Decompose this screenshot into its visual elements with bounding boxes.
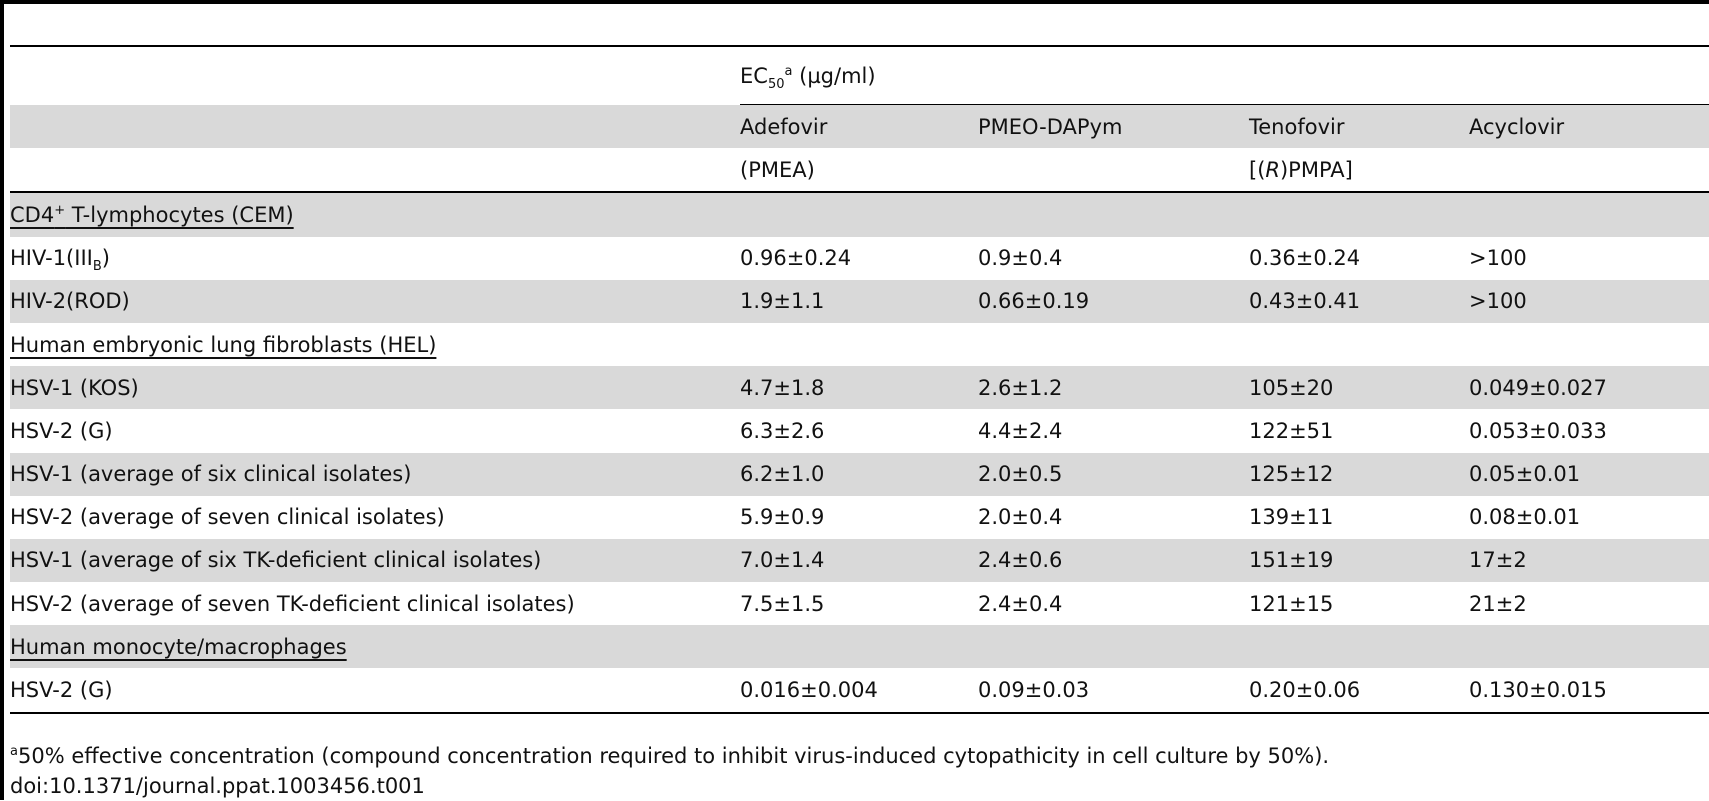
value-tenofovir: 139±11 [1249, 505, 1334, 530]
value-adefovir: 6.2±1.0 [740, 462, 825, 487]
value-tenofovir: 0.20±0.06 [1249, 668, 1469, 714]
table-row: HSV-2 (G) 6.3±2.6 4.4±2.4 122±51 0.053±0… [10, 409, 1709, 452]
header-empty-cell [10, 105, 740, 149]
drug-name-acyclovir: Acyclovir [1469, 104, 1709, 149]
header-row-abbreviations: (PMEA) [(R)PMPA] [10, 148, 1709, 194]
value-acyclovir: 0.053±0.033 [1469, 418, 1607, 443]
value-pmeo-dapym: 2.4±0.4 [978, 591, 1063, 616]
value-pmeo-dapym: 0.66±0.19 [978, 289, 1090, 314]
value-acyclovir: 21±2 [1469, 591, 1527, 616]
table-row: HSV-1 (KOS) 4.7±1.8 2.6±1.2 105±20 0.049… [10, 366, 1709, 410]
value-tenofovir: 122±51 [1249, 418, 1334, 443]
table-row: HSV-2 (average of seven clinical isolate… [10, 496, 1709, 539]
top-rule [0, 0, 1709, 4]
table-header: EC50a (µg/ml) Adefovir PMEO-DAPym Tenofo… [10, 45, 1709, 194]
table-row: HIV-1(IIIB) 0.96±0.24 0.9±0.4 0.36±0.24 … [10, 237, 1709, 280]
value-tenofovir: 0.36±0.24 [1249, 246, 1361, 271]
value-acyclovir: 0.130±0.015 [1469, 668, 1709, 714]
value-adefovir: 5.9±0.9 [740, 505, 825, 530]
table-row: HSV-2 (G) 0.016±0.004 0.09±0.03 0.20±0.0… [10, 668, 1709, 714]
ec50-unit: (µg/ml) [792, 63, 876, 88]
table-footnote: a50% effective concentration (compound c… [10, 741, 1329, 801]
value-pmeo-dapym: 2.0±0.5 [978, 462, 1063, 487]
value-pmeo-dapym: 2.4±0.6 [978, 548, 1063, 573]
table-row: HSV-2 (average of seven TK-deficient cli… [10, 582, 1709, 625]
value-pmeo-dapym: 2.0±0.4 [978, 505, 1063, 530]
value-acyclovir: 0.049±0.027 [1469, 375, 1607, 400]
drug-abbr-pmeo-dapym [978, 148, 1249, 194]
drug-abbr-tenofovir: [(R)PMPA] [1249, 148, 1469, 194]
section-title: CD4+ T-lymphocytes (CEM) [10, 202, 294, 227]
row-label: HSV-2 (G) [10, 668, 740, 714]
value-tenofovir: 121±15 [1249, 591, 1334, 616]
ec50-table: EC50a (µg/ml) Adefovir PMEO-DAPym Tenofo… [10, 45, 1709, 714]
value-tenofovir: 125±12 [1249, 462, 1334, 487]
value-adefovir: 7.0±1.4 [740, 548, 825, 573]
row-label: HIV-1(IIIB) [10, 246, 110, 275]
row-label: HSV-2 (average of seven TK-deficient cli… [10, 591, 575, 616]
ec50-superscript: a [784, 63, 793, 79]
ec50-subscript: 50 [767, 76, 785, 92]
value-adefovir: 1.9±1.1 [740, 289, 825, 314]
value-adefovir: 0.016±0.004 [740, 668, 978, 714]
header-empty-cell [10, 45, 740, 105]
value-pmeo-dapym: 2.6±1.2 [978, 375, 1063, 400]
row-label: HSV-1 (average of six TK-deficient clini… [10, 548, 542, 573]
header-row-drug-names: Adefovir PMEO-DAPym Tenofovir Acyclovir [10, 104, 1709, 149]
value-tenofovir: 105±20 [1249, 375, 1334, 400]
value-tenofovir: 151±19 [1249, 548, 1334, 573]
footnote-text: a50% effective concentration (compound c… [10, 744, 1330, 768]
value-acyclovir: 17±2 [1469, 548, 1527, 573]
value-adefovir: 6.3±2.6 [740, 418, 825, 443]
drug-abbr-adefovir: (PMEA) [740, 148, 978, 194]
ec50-header: EC50a (µg/ml) [740, 45, 1709, 105]
left-rule [0, 0, 4, 800]
ec50-label: EC [740, 63, 768, 88]
doi-text: doi:10.1371/journal.ppat.1003456.t001 [10, 774, 425, 798]
table-row: HSV-1 (average of six clinical isolates)… [10, 452, 1709, 496]
header-empty-cell [10, 148, 740, 194]
drug-name-pmeo-dapym: PMEO-DAPym [978, 104, 1249, 149]
value-adefovir: 0.96±0.24 [740, 246, 852, 271]
row-label: HSV-2 (average of seven clinical isolate… [10, 505, 445, 530]
row-label: HSV-1 (KOS) [10, 375, 139, 400]
value-acyclovir: >100 [1469, 246, 1527, 271]
header-row-ec50: EC50a (µg/ml) [10, 45, 1709, 105]
section-row-macrophages: Human monocyte/macrophages [10, 625, 1709, 669]
value-adefovir: 4.7±1.8 [740, 375, 825, 400]
table-row: HIV-2(ROD) 1.9±1.1 0.66±0.19 0.43±0.41 >… [10, 279, 1709, 323]
row-label: HIV-2(ROD) [10, 289, 130, 314]
drug-abbr-acyclovir [1469, 148, 1709, 194]
value-acyclovir: 0.05±0.01 [1469, 462, 1581, 487]
value-pmeo-dapym: 0.09±0.03 [978, 668, 1249, 714]
table-row: HSV-1 (average of six TK-deficient clini… [10, 538, 1709, 583]
value-pmeo-dapym: 4.4±2.4 [978, 418, 1063, 443]
value-acyclovir: >100 [1469, 289, 1527, 314]
value-pmeo-dapym: 0.9±0.4 [978, 246, 1063, 271]
value-acyclovir: 0.08±0.01 [1469, 505, 1581, 530]
drug-name-adefovir: Adefovir [740, 104, 978, 149]
section-title: Human monocyte/macrophages [10, 634, 347, 659]
value-adefovir: 7.5±1.5 [740, 591, 825, 616]
section-row-hel: Human embryonic lung fibroblasts (HEL) [10, 323, 1709, 366]
row-label: HSV-2 (G) [10, 418, 113, 443]
section-row-cd4: CD4+ T-lymphocytes (CEM) [10, 192, 1709, 237]
table-body: CD4+ T-lymphocytes (CEM) HIV-1(IIIB) 0.9… [10, 192, 1709, 714]
section-title: Human embryonic lung fibroblasts (HEL) [10, 332, 437, 357]
drug-name-tenofovir: Tenofovir [1249, 104, 1469, 149]
row-label: HSV-1 (average of six clinical isolates) [10, 462, 412, 487]
value-tenofovir: 0.43±0.41 [1249, 289, 1361, 314]
